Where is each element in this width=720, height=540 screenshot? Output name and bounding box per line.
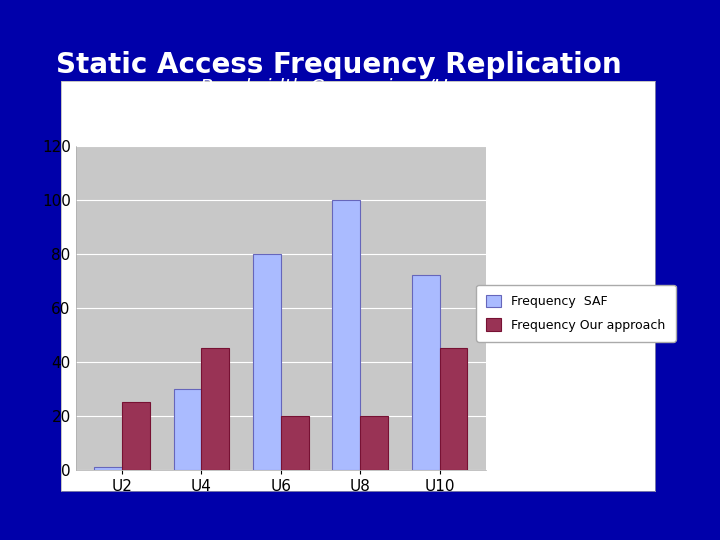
Bar [440,348,467,470]
Bar [253,254,281,470]
Bar [412,275,440,470]
Text: Bandwidth Comparison/User: Bandwidth Comparison/User [199,78,477,97]
Text: Static Access Frequency Replication: Static Access Frequency Replication [55,51,621,79]
Legend: Frequency  SAF, Frequency Our approach: Frequency SAF, Frequency Our approach [477,285,675,342]
Bar [202,348,229,470]
Bar [174,389,202,470]
Bar [281,416,309,470]
Bar [360,416,388,470]
Bar [122,402,150,470]
Bar [94,467,122,470]
Bar [333,200,360,470]
